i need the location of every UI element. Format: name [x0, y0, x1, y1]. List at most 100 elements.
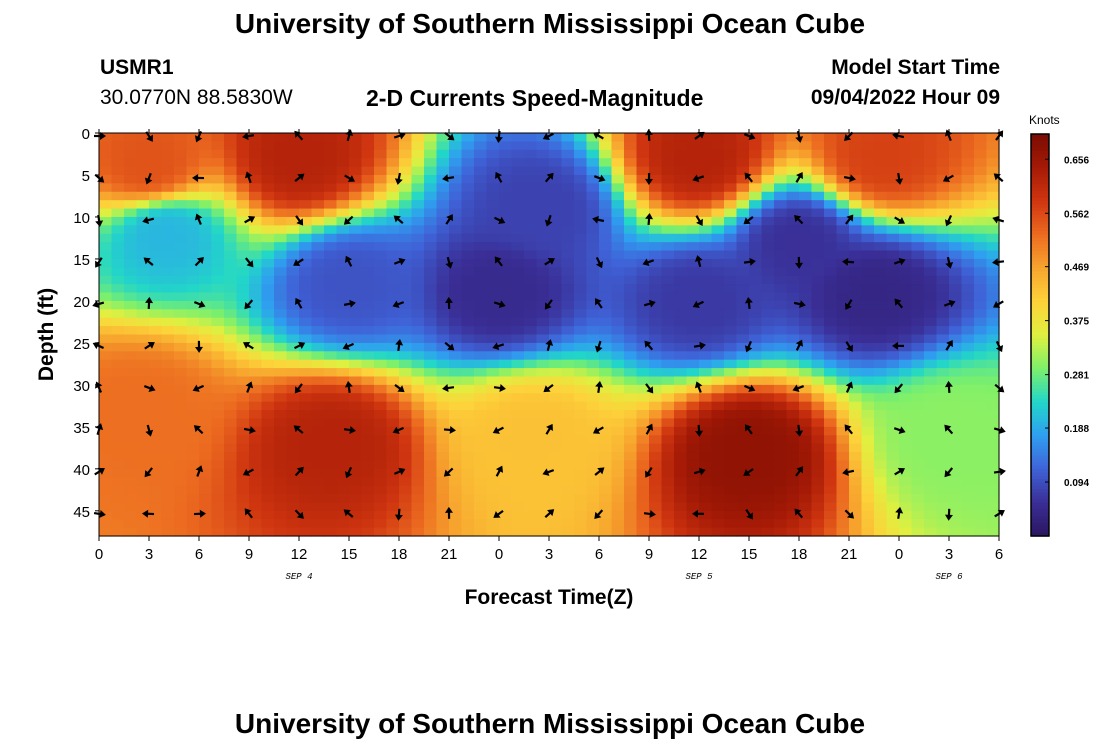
heatmap-cell: [449, 485, 463, 495]
heatmap-cell: [249, 208, 263, 218]
current-vector-arrow: [894, 216, 906, 224]
colorbar-segment: [1031, 428, 1049, 433]
heatmap-cell: [399, 191, 413, 201]
heatmap-cell: [824, 384, 838, 394]
heatmap-cell: [311, 300, 325, 310]
heatmap-cell: [486, 368, 500, 378]
heatmap-cell: [674, 426, 688, 436]
current-vector-arrow: [142, 216, 155, 225]
heatmap-cell: [186, 494, 200, 504]
heatmap-cell: [886, 460, 900, 470]
heatmap-cell: [961, 149, 975, 159]
heatmap-cell: [924, 359, 938, 369]
heatmap-cell: [849, 149, 863, 159]
heatmap-cell: [436, 384, 450, 394]
heatmap-cell: [336, 351, 350, 361]
heatmap-cell: [899, 342, 913, 352]
heatmap-cell: [649, 410, 663, 420]
heatmap-cell: [324, 309, 338, 319]
current-vector-arrow: [395, 338, 404, 352]
heatmap-cell: [236, 376, 250, 386]
heatmap-cell: [974, 267, 988, 277]
heatmap-cell: [211, 527, 225, 537]
x-tick-label: 6: [195, 546, 203, 563]
heatmap-cell: [149, 141, 163, 151]
heatmap-cell: [649, 334, 663, 344]
heatmap-cell: [886, 452, 900, 462]
heatmap-cell: [161, 510, 175, 520]
heatmap-cell: [736, 376, 750, 386]
heatmap-cell: [824, 410, 838, 420]
heatmap-cell: [886, 317, 900, 327]
heatmap-cell: [824, 183, 838, 193]
heatmap-cell: [124, 359, 138, 369]
heatmap-cell: [399, 384, 413, 394]
heatmap-cell: [424, 267, 438, 277]
heatmap-cell: [774, 183, 788, 193]
heatmap-cell: [786, 275, 800, 285]
heatmap-cell: [611, 368, 625, 378]
heatmap-cell: [986, 359, 1000, 369]
heatmap-cell: [474, 510, 488, 520]
colorbar-segment: [1031, 137, 1049, 142]
heatmap-cell: [874, 225, 888, 235]
heatmap-cell: [486, 292, 500, 302]
heatmap-cell: [536, 149, 550, 159]
heatmap-cell: [149, 393, 163, 403]
heatmap-cell: [549, 468, 563, 478]
heatmap-cell: [436, 326, 450, 336]
heatmap-cell: [474, 300, 488, 310]
heatmap-cell: [961, 334, 975, 344]
heatmap-cell: [649, 317, 663, 327]
heatmap-cell: [399, 183, 413, 193]
heatmap-cell: [486, 477, 500, 487]
heatmap-cell: [899, 250, 913, 260]
heatmap-cell: [386, 258, 400, 268]
heatmap-cell: [286, 418, 300, 428]
heatmap-cell: [461, 510, 475, 520]
heatmap-cell: [636, 384, 650, 394]
heatmap-cell: [286, 149, 300, 159]
heatmap-cell: [524, 149, 538, 159]
heatmap-cell: [574, 401, 588, 411]
heatmap-cell: [536, 426, 550, 436]
heatmap-cell: [211, 242, 225, 252]
heatmap-cell: [661, 519, 675, 529]
heatmap-cell: [774, 208, 788, 218]
heatmap-cell: [949, 284, 963, 294]
heatmap-cell: [311, 494, 325, 504]
heatmap-cell: [749, 384, 763, 394]
heatmap-cell: [299, 351, 313, 361]
heatmap-cell: [149, 133, 163, 142]
heatmap-cell: [299, 133, 313, 142]
heatmap-cell: [786, 141, 800, 151]
heatmap-cell: [699, 468, 713, 478]
heatmap-cell: [524, 368, 538, 378]
current-vector-arrow: [792, 384, 805, 392]
heatmap-cell: [311, 519, 325, 529]
heatmap-cell: [761, 527, 775, 537]
heatmap-cell: [786, 376, 800, 386]
heatmap-cell: [711, 258, 725, 268]
heatmap-cell: [199, 233, 213, 243]
current-vector-arrow: [195, 465, 204, 477]
heatmap-cell: [636, 519, 650, 529]
current-vector-arrow: [245, 381, 254, 393]
heatmap-cell: [361, 317, 375, 327]
heatmap-cell: [924, 510, 938, 520]
heatmap-cell: [611, 460, 625, 470]
current-vector-arrow: [795, 424, 804, 437]
heatmap-cell: [299, 502, 313, 512]
heatmap-cell: [211, 275, 225, 285]
heatmap-cell: [349, 494, 363, 504]
heatmap-cell: [724, 468, 738, 478]
heatmap-cell: [174, 468, 188, 478]
heatmap-cell: [386, 174, 400, 184]
current-vector-arrow: [343, 215, 354, 225]
heatmap-cell: [449, 351, 463, 361]
colorbar-tick-label: 0.656: [1064, 155, 1089, 166]
heatmap-cell: [811, 485, 825, 495]
heatmap-cell: [961, 468, 975, 478]
heatmap-cell: [749, 216, 763, 226]
heatmap-cell: [424, 502, 438, 512]
